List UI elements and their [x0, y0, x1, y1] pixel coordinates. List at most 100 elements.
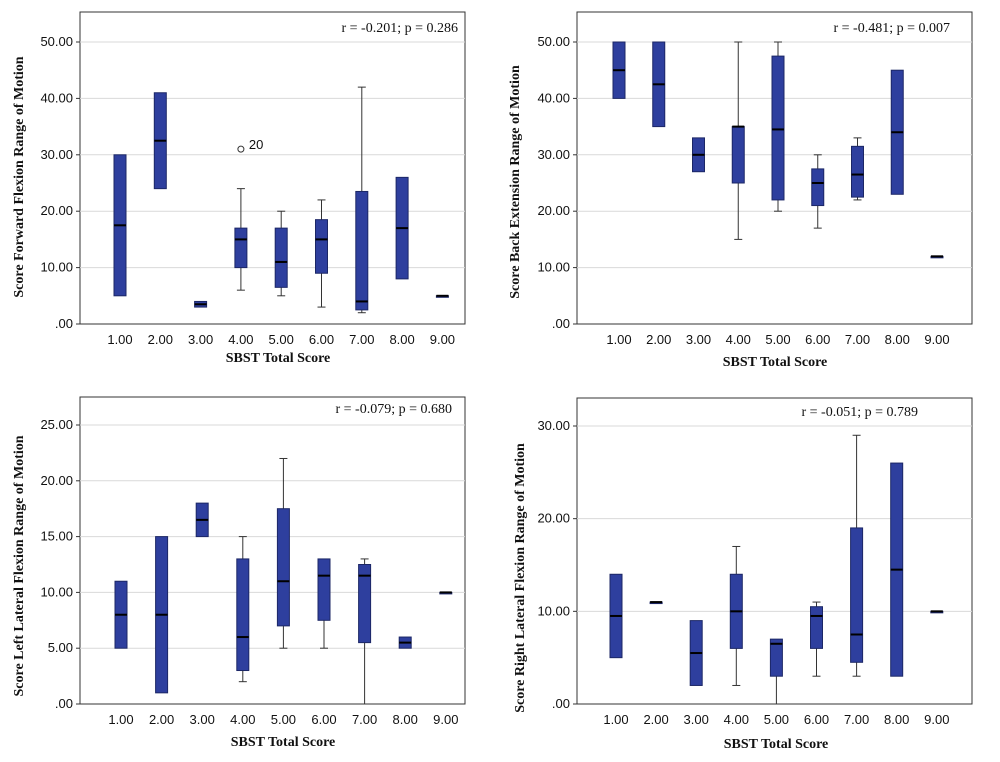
- box-6.00: [315, 199, 328, 308]
- x-tick-label: 5.00: [765, 332, 790, 347]
- x-tick-label: 9.00: [924, 332, 949, 347]
- y-tick-label: 50.00: [40, 34, 73, 49]
- correlation-annotation: r = -0.481; p = 0.007: [833, 21, 950, 36]
- box-7.00: [850, 434, 864, 677]
- box-5.00: [274, 210, 288, 297]
- box-9.00: [930, 610, 944, 614]
- y-tick-label: 25.00: [40, 417, 73, 432]
- box-3.00: [689, 620, 703, 686]
- x-tick-label: 6.00: [311, 712, 336, 727]
- x-tick-label: 5.00: [269, 332, 294, 347]
- y-axis-title: Score Forward Flexion Range of Motion: [12, 56, 27, 297]
- correlation-annotation: r = -0.079; p = 0.680: [335, 402, 452, 417]
- box-1.00: [609, 573, 623, 659]
- x-tick-label: 4.00: [230, 712, 255, 727]
- x-tick-label: 6.00: [804, 712, 829, 727]
- box-1.00: [114, 580, 128, 649]
- box-3.00: [195, 502, 209, 538]
- iqr-box: [851, 145, 864, 198]
- box-8.00: [890, 462, 904, 677]
- iqr-box: [274, 227, 288, 288]
- panel-right-lateral-flexion: r = -0.051; p = 0.789 SBST Total Score S…: [513, 397, 973, 752]
- y-tick-label: 10.00: [537, 603, 570, 618]
- box-2.00: [649, 601, 663, 605]
- correlation-annotation: r = -0.051; p = 0.789: [801, 405, 918, 420]
- y-tick-label: 20.00: [40, 473, 73, 488]
- box-9.00: [435, 294, 449, 298]
- x-tick-label: 3.00: [188, 332, 213, 347]
- box-1.00: [612, 41, 626, 99]
- panel-back-extension: r = -0.481; p = 0.007 SBST Total Score S…: [508, 11, 973, 370]
- box-7.00: [358, 558, 372, 705]
- y-tick-label: .00: [552, 696, 570, 711]
- x-tick-label: 1.00: [107, 332, 132, 347]
- x-axis-title: SBST Total Score: [226, 351, 331, 366]
- box-6.00: [317, 558, 331, 649]
- x-tick-label: 9.00: [430, 332, 455, 347]
- y-tick-label: 20.00: [40, 203, 73, 218]
- x-tick-label: 7.00: [844, 712, 869, 727]
- box-3.00: [194, 300, 208, 308]
- iqr-box: [358, 564, 372, 644]
- x-tick-label: 7.00: [349, 332, 374, 347]
- x-tick-label: 2.00: [148, 332, 173, 347]
- x-tick-label: 1.00: [606, 332, 631, 347]
- x-tick-label: 1.00: [603, 712, 628, 727]
- box-5.00: [771, 41, 785, 212]
- x-tick-label: 4.00: [724, 712, 749, 727]
- box-6.00: [810, 601, 823, 677]
- box-7.00: [355, 86, 369, 314]
- x-tick-label: 4.00: [228, 332, 253, 347]
- x-tick-label: 8.00: [885, 332, 910, 347]
- y-tick-label: 10.00: [40, 260, 73, 275]
- panel-left-lateral-flexion: r = -0.079; p = 0.680 SBST Total Score S…: [12, 396, 466, 750]
- y-axis-title: Score Back Extension Range of Motion: [508, 65, 523, 299]
- y-tick-label: 30.00: [537, 147, 570, 162]
- x-tick-label: 6.00: [309, 332, 334, 347]
- y-tick-label: .00: [55, 316, 73, 331]
- y-axis-title: Score Left Lateral Flexion Range of Moti…: [12, 435, 27, 696]
- x-tick-label: 4.00: [726, 332, 751, 347]
- box-2.00: [652, 41, 666, 128]
- y-tick-label: 20.00: [537, 511, 570, 526]
- box-1.00: [113, 154, 127, 297]
- y-tick-label: 30.00: [537, 418, 570, 433]
- box-2.00: [153, 92, 167, 190]
- box-6.00: [811, 154, 825, 229]
- panel-forward-flexion: r = -0.201; p = 0.286 SBST Total Score S…: [12, 11, 466, 366]
- iqr-box: [811, 168, 825, 207]
- x-tick-label: 7.00: [352, 712, 377, 727]
- iqr-box: [769, 638, 783, 677]
- x-axis-title: SBST Total Score: [231, 735, 336, 750]
- x-tick-label: 8.00: [393, 712, 418, 727]
- plot-frame: [79, 11, 466, 325]
- y-tick-label: 50.00: [537, 34, 570, 49]
- box-5.00: [276, 457, 290, 649]
- outlier-label: 20: [249, 137, 263, 152]
- outlier-point: [237, 145, 245, 153]
- plot-frame: [79, 396, 466, 705]
- iqr-box: [771, 55, 785, 201]
- iqr-box: [236, 558, 250, 672]
- x-tick-label: 1.00: [108, 712, 133, 727]
- x-tick-label: 5.00: [271, 712, 296, 727]
- box-4.00: [731, 41, 745, 240]
- box-8.00: [395, 176, 409, 280]
- x-axis-title: SBST Total Score: [723, 355, 828, 370]
- iqr-box: [315, 219, 328, 274]
- y-tick-label: 40.00: [537, 90, 570, 105]
- y-tick-label: 20.00: [537, 203, 570, 218]
- box-2.00: [155, 536, 169, 694]
- box-7.00: [851, 137, 864, 201]
- box-3.00: [692, 137, 705, 173]
- x-tick-label: 7.00: [845, 332, 870, 347]
- x-tick-label: 8.00: [884, 712, 909, 727]
- x-tick-label: 9.00: [433, 712, 458, 727]
- box-4.00: [234, 188, 248, 291]
- y-tick-label: 30.00: [40, 147, 73, 162]
- iqr-box: [317, 558, 331, 621]
- x-axis-title: SBST Total Score: [724, 737, 829, 752]
- y-tick-label: 40.00: [40, 90, 73, 105]
- x-tick-label: 3.00: [684, 712, 709, 727]
